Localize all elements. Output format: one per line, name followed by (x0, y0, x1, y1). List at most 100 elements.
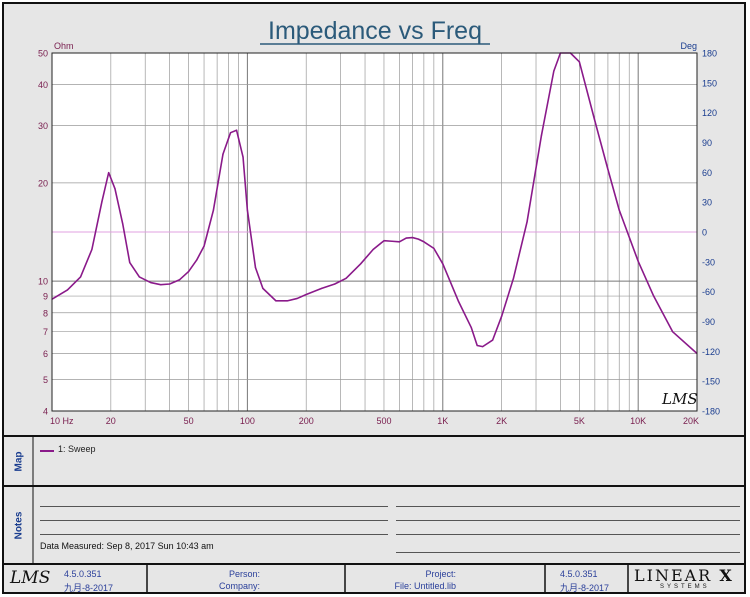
x-tick-label: 20K (683, 416, 699, 426)
data-point (671, 331, 674, 333)
y2-unit-label: Deg (680, 41, 697, 51)
data-point (618, 209, 620, 211)
data-point (457, 300, 459, 302)
legend-entry: 1: Sweep (58, 444, 96, 454)
y-tick-label: 7 (43, 327, 48, 337)
y-tick-label: 50 (38, 49, 48, 59)
footer-logo: LMS (10, 568, 51, 588)
y2-tick-label: 60 (702, 168, 712, 178)
footer-version-left: 4.5.0.351 (64, 569, 102, 579)
data-point (417, 238, 419, 240)
data-point (594, 120, 596, 122)
data-point (242, 156, 244, 158)
y2-tick-label: 0 (702, 228, 707, 238)
data-point (196, 259, 198, 261)
data-point (334, 283, 336, 285)
y2-axis-labels: 180 150 120 90 60 30 0 -30 -60 -90 -120 -150 -180 (702, 49, 720, 417)
data-point (246, 209, 248, 211)
plot-border (51, 52, 698, 412)
footer-date-left: 九月-8-2017 (64, 583, 114, 593)
x-tick-label: 10K (630, 416, 646, 426)
data-point (372, 248, 374, 251)
y2-tick-label: -30 (702, 257, 715, 267)
x-tick-label: 50 (184, 416, 194, 426)
data-point (442, 263, 444, 265)
data-point (108, 172, 110, 174)
data-point (262, 287, 264, 289)
project-label: Project: (425, 569, 456, 579)
y2-tick-label: 90 (702, 138, 712, 148)
data-point (360, 263, 362, 265)
data-point (553, 70, 555, 72)
y-tick-label: 40 (38, 80, 48, 90)
data-point (398, 241, 401, 243)
data-point (212, 209, 215, 211)
y-tick-label: 4 (43, 407, 48, 417)
date-measured: Data Measured: Sep 8, 2017 Sun 10:43 am (40, 541, 214, 551)
data-point (345, 277, 347, 279)
curve-layer (51, 52, 698, 355)
y2-tick-label: 120 (702, 108, 717, 118)
data-point (203, 245, 205, 247)
data-point (187, 270, 190, 273)
x-tick-label: 2K (496, 416, 507, 426)
brand-name: LINEAR X (634, 566, 734, 585)
x-tick-label: 500 (376, 416, 391, 426)
data-point (275, 300, 277, 302)
data-point (526, 221, 528, 223)
person-label: Person: (228, 569, 260, 579)
x-axis-labels: 10 Hz 20 50 100 200 500 1K 2K 5K 10K 20K (50, 416, 699, 426)
x-tick-label: 10 Hz (50, 416, 74, 426)
data-point (482, 346, 484, 348)
data-point (321, 287, 323, 289)
data-point (91, 248, 93, 251)
data-point (540, 134, 543, 136)
data-point (411, 236, 414, 239)
data-point (229, 132, 232, 134)
data-point (391, 240, 393, 242)
data-point (653, 295, 655, 297)
x-tick-label: 20 (106, 416, 116, 426)
y-tick-label: 30 (38, 121, 48, 131)
data-point (235, 129, 238, 131)
data-point (607, 168, 609, 170)
company-label: Company: (218, 581, 260, 591)
data-point (129, 261, 131, 264)
y-unit-label: Ohm (54, 41, 74, 51)
notes-panel-label: Notes (13, 511, 25, 539)
data-point (122, 223, 124, 225)
y2-tick-label: -150 (702, 377, 720, 387)
note-line (40, 506, 388, 507)
y-tick-label: 5 (43, 375, 48, 385)
footer-version-right: 4.5.0.351 (560, 569, 598, 579)
legend-swatch (40, 450, 54, 452)
data-point (433, 247, 435, 249)
brand-subtitle: SYSTEMS (660, 584, 710, 590)
note-line (396, 534, 740, 535)
y-tick-label: 9 (43, 292, 48, 302)
footer-date-right: 九月-8-2017 (560, 583, 610, 593)
y2-tick-label: 150 (702, 78, 717, 88)
file-label: File: Untitled.lib (394, 581, 456, 591)
data-point (383, 240, 385, 242)
y2-tick-label: -60 (702, 287, 715, 297)
x-tick-label: 200 (299, 416, 314, 426)
note-line (396, 520, 740, 521)
data-point (150, 281, 152, 284)
data-point (423, 241, 425, 243)
data-point (79, 276, 82, 278)
data-point (492, 339, 494, 341)
y-tick-label: 6 (43, 349, 48, 359)
x-tick-label: 1K (437, 416, 448, 426)
map-panel-label: Map (13, 451, 25, 471)
data-point (637, 260, 639, 262)
data-point (286, 300, 288, 302)
data-point (101, 201, 103, 203)
data-point (138, 276, 140, 278)
note-line (40, 520, 388, 521)
data-point (476, 344, 478, 347)
data-point (296, 297, 298, 300)
y-axis-labels: 4 5 6 7 8 9 10 20 30 40 50 (38, 49, 48, 417)
data-point (512, 277, 515, 279)
